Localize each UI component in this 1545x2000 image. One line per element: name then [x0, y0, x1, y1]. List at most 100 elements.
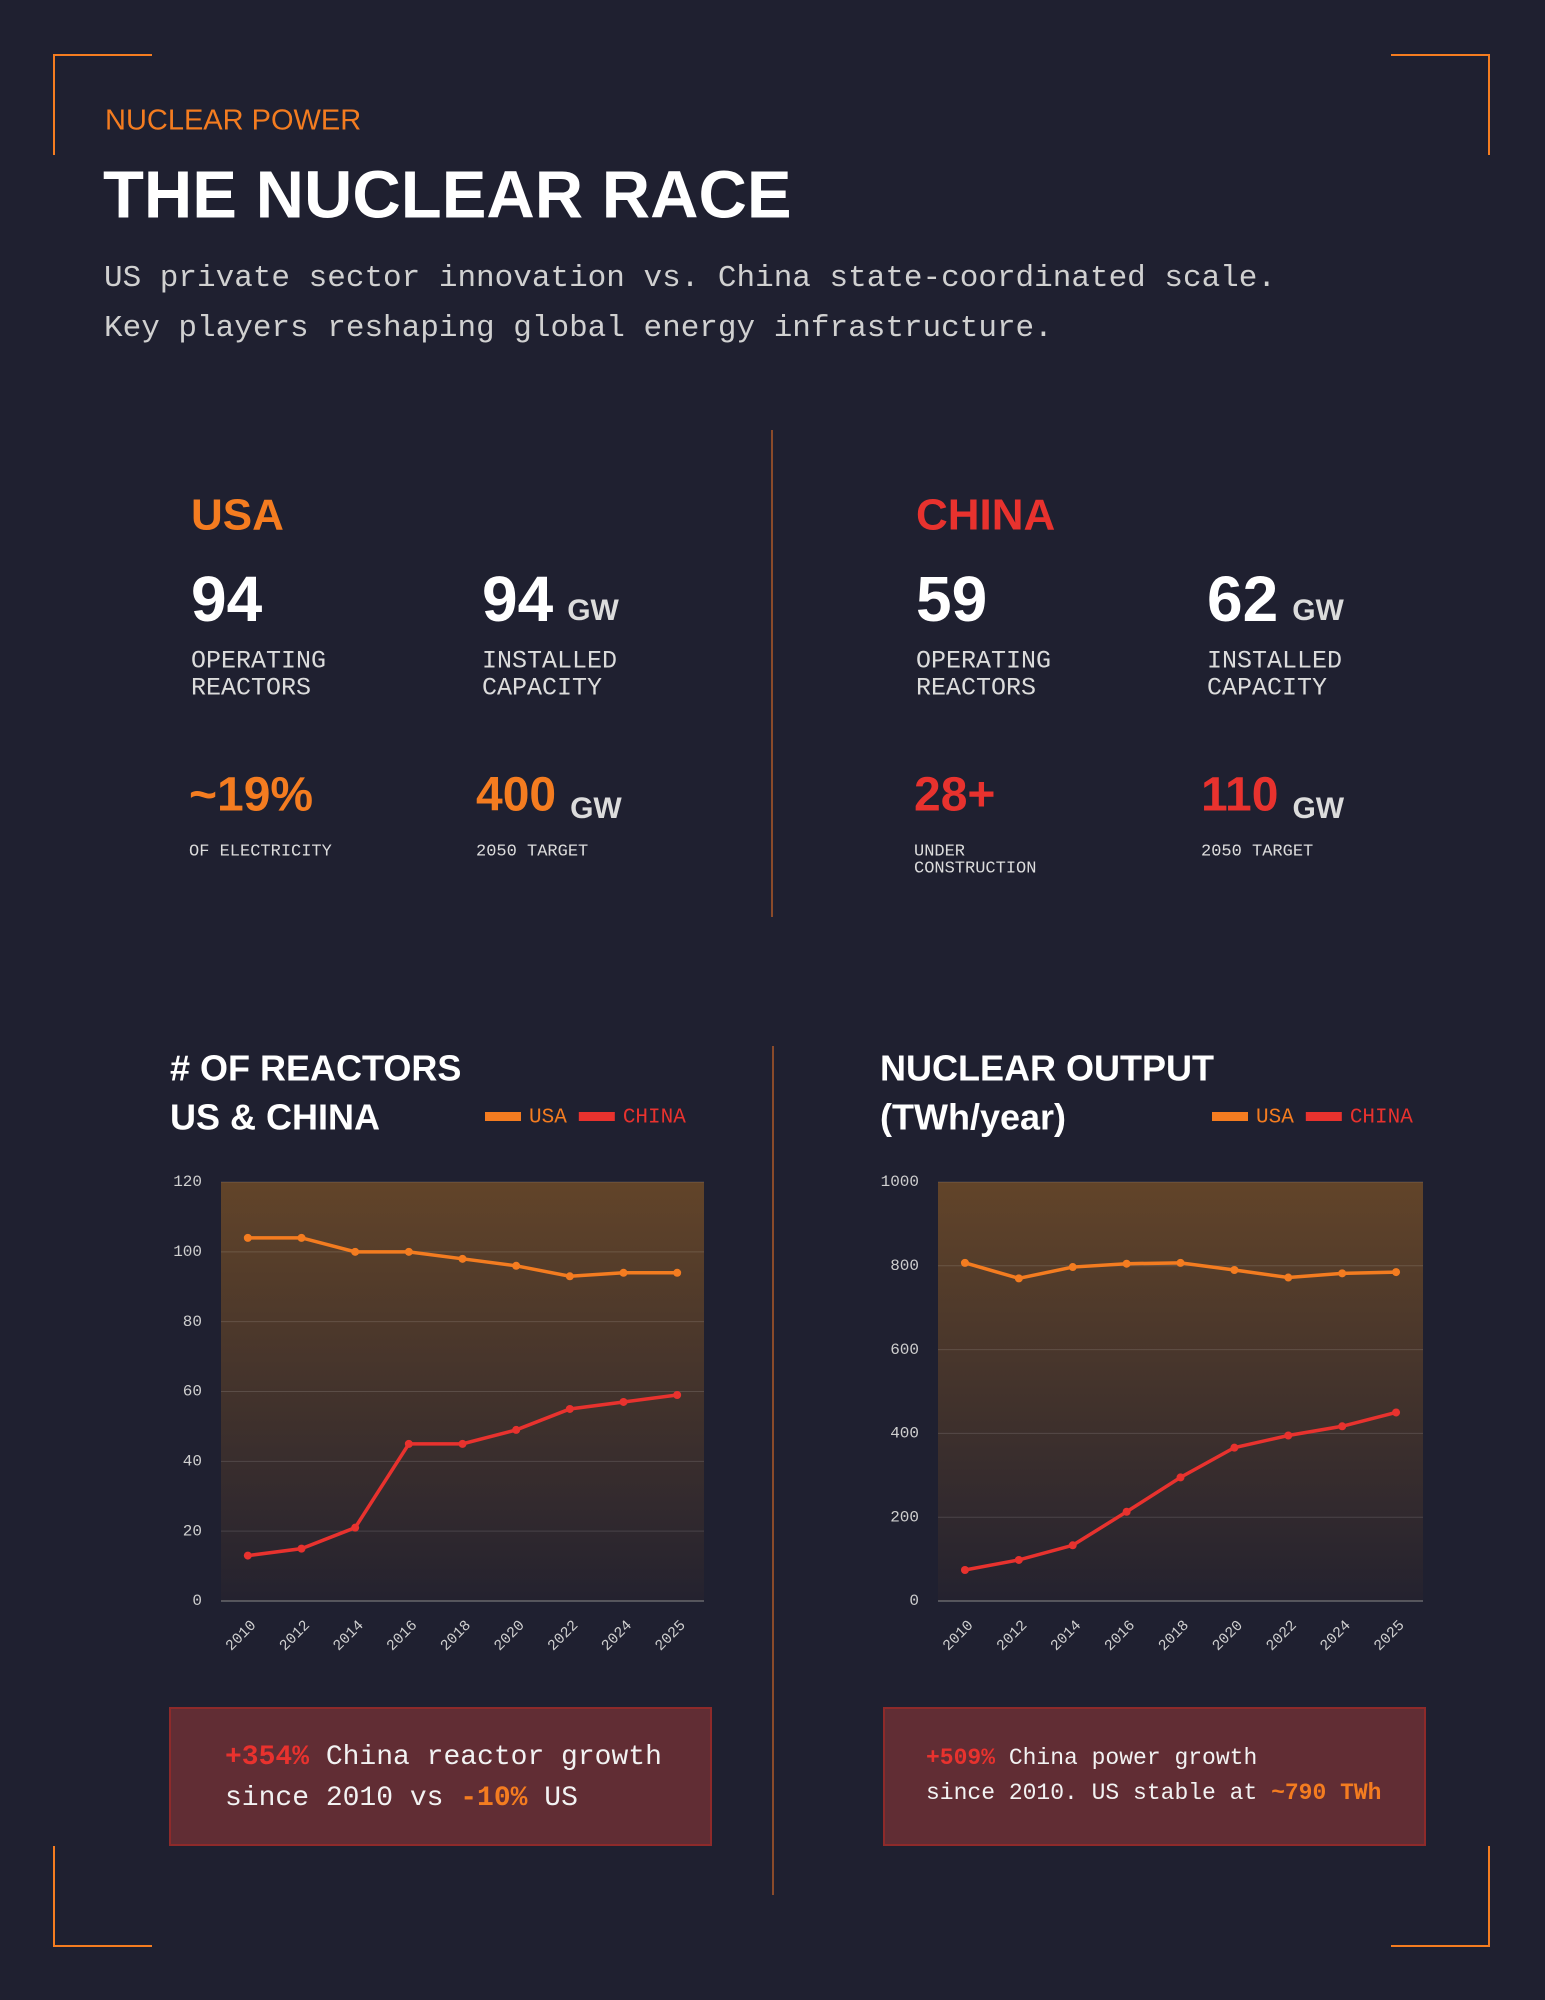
stat-value: 94 — [191, 563, 263, 635]
legend-label: USA — [529, 1107, 567, 1130]
plot-area — [938, 1182, 1423, 1601]
data-point — [243, 1551, 252, 1560]
stat-value: ~19% — [189, 769, 313, 822]
corner-bracket — [1391, 54, 1490, 155]
callout-text: since 2010. US stable at ~790 TWh — [926, 1780, 1381, 1806]
callout-text: since 2010 vs -10% US — [225, 1783, 578, 1814]
callout-segment: -10% — [460, 1783, 527, 1814]
data-point — [297, 1233, 306, 1242]
legend-swatch — [1212, 1112, 1248, 1121]
stat-value: 400 — [476, 769, 556, 822]
page-title: THE NUCLEAR RACE — [103, 158, 792, 233]
data-point — [458, 1254, 467, 1263]
y-tick-label: 0 — [192, 1592, 202, 1610]
callout-segment: +354% — [225, 1742, 309, 1773]
stat-label: CAPACITY — [1207, 674, 1327, 703]
country-name: CHINA — [916, 491, 1055, 540]
stat-value: 28+ — [914, 769, 995, 822]
callout-segment: US — [527, 1783, 577, 1814]
corner-bracket — [53, 1846, 152, 1947]
data-point — [960, 1565, 969, 1574]
data-point — [458, 1439, 467, 1448]
data-point — [1176, 1258, 1185, 1267]
y-tick-label: 20 — [183, 1522, 202, 1540]
y-tick-label: 120 — [173, 1173, 202, 1191]
data-point — [1122, 1507, 1131, 1516]
data-point — [1230, 1265, 1239, 1274]
data-point — [1068, 1263, 1077, 1272]
stat-label: REACTORS — [916, 674, 1036, 703]
legend-label: USA — [1256, 1107, 1294, 1130]
y-tick-label: 100 — [173, 1243, 202, 1261]
stat-label: OF ELECTRICITY — [189, 842, 332, 861]
stat-label: OPERATING — [916, 647, 1051, 676]
callout-text: +509% China power growth — [926, 1745, 1257, 1771]
y-tick-label: 80 — [183, 1313, 202, 1331]
callout-segment: China power growth — [995, 1745, 1257, 1771]
data-point — [565, 1404, 574, 1413]
stat-label: UNDER — [914, 842, 965, 861]
stat-value: 110 — [1201, 769, 1278, 822]
data-point — [1176, 1473, 1185, 1482]
data-point — [1392, 1268, 1401, 1277]
stat-label: 2050 TARGET — [1201, 842, 1313, 861]
country-name: USA — [191, 491, 284, 540]
legend-swatch — [485, 1112, 521, 1121]
chart-subtitle: US & CHINA — [170, 1097, 380, 1138]
data-point — [1338, 1269, 1347, 1278]
data-point — [619, 1397, 628, 1406]
chart-title: # OF REACTORS — [170, 1048, 461, 1089]
legend-label: CHINA — [1350, 1107, 1413, 1130]
stat-label: CONSTRUCTION — [914, 859, 1036, 878]
callout-segment: ~790 TWh — [1271, 1780, 1381, 1806]
stat-label: REACTORS — [191, 674, 311, 703]
stat-value: 62 — [1207, 563, 1278, 635]
data-point — [619, 1268, 628, 1277]
callout-segment: since 2010 vs — [225, 1783, 460, 1814]
data-point — [351, 1247, 360, 1256]
stat-label: CAPACITY — [482, 674, 602, 703]
description: US private sector innovation vs. China s… — [104, 261, 1276, 296]
data-point — [1284, 1273, 1293, 1282]
data-point — [565, 1272, 574, 1281]
plot-area — [221, 1182, 704, 1601]
data-point — [960, 1258, 969, 1267]
stat-label: OPERATING — [191, 647, 326, 676]
data-point — [351, 1523, 360, 1532]
stat-unit: GW — [570, 792, 622, 825]
data-point — [1338, 1422, 1347, 1431]
stat-unit: GW — [567, 594, 619, 627]
chart-title: NUCLEAR OUTPUT — [880, 1048, 1214, 1089]
data-point — [404, 1247, 413, 1256]
legend-label: CHINA — [623, 1107, 686, 1130]
y-tick-label: 60 — [183, 1383, 202, 1401]
legend-swatch — [1305, 1112, 1342, 1121]
data-point — [673, 1390, 682, 1399]
data-point — [673, 1268, 682, 1277]
stat-unit: GW — [1292, 792, 1344, 825]
legend-swatch — [578, 1112, 615, 1121]
stat-label: 2050 TARGET — [476, 842, 588, 861]
y-tick-label: 40 — [183, 1453, 202, 1471]
y-tick-label: 0 — [909, 1592, 919, 1610]
data-point — [1230, 1443, 1239, 1452]
data-point — [404, 1439, 413, 1448]
y-tick-label: 400 — [890, 1425, 919, 1443]
data-point — [1122, 1259, 1131, 1268]
data-point — [243, 1233, 252, 1242]
kicker: NUCLEAR POWER — [105, 105, 361, 137]
callout-box — [883, 1707, 1426, 1846]
stat-value: 59 — [916, 563, 987, 635]
data-point — [512, 1425, 521, 1434]
description: Key players reshaping global energy infr… — [104, 311, 1053, 346]
corner-bracket — [53, 54, 152, 155]
corner-bracket — [1391, 1846, 1490, 1947]
callout-segment: since 2010. US stable at — [926, 1780, 1271, 1806]
data-point — [1068, 1541, 1077, 1550]
callout-text: +354% China reactor growth — [225, 1742, 662, 1773]
data-point — [512, 1261, 521, 1270]
data-point — [1284, 1431, 1293, 1440]
callout-segment: +509% — [926, 1745, 995, 1771]
